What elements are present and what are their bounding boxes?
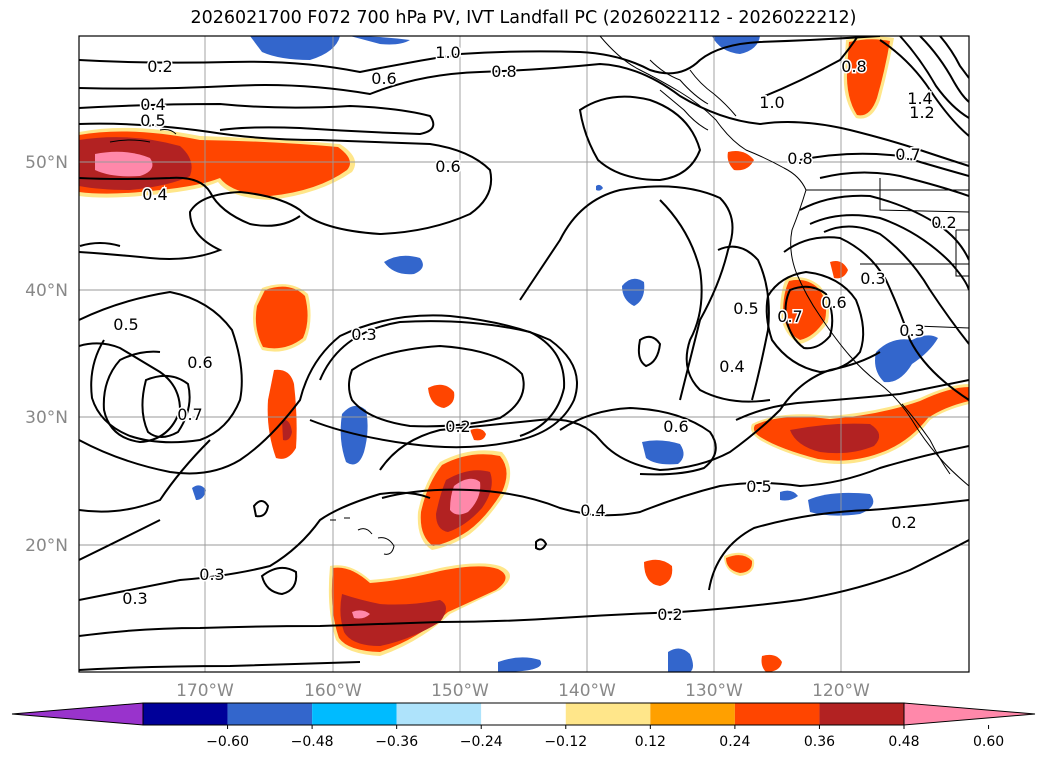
lon-label: 160°W	[304, 681, 362, 701]
colorbar-segment	[143, 703, 228, 725]
contour-label: 0.8	[491, 62, 516, 81]
contour-label: 0.2	[657, 605, 682, 624]
contour-label: 0.3	[351, 325, 376, 344]
positive-anomaly-california	[780, 261, 848, 344]
colorbar-segment	[312, 703, 397, 725]
positive-anomaly-f	[726, 555, 753, 573]
contour-label: 0.5	[113, 315, 138, 334]
lat-label: 40°N	[25, 281, 68, 301]
lat-label: 30°N	[25, 408, 68, 428]
contour-label: 0.4	[719, 357, 744, 376]
colorbar-extension-low	[11, 702, 144, 726]
contour-label: 0.8	[841, 57, 866, 76]
lon-label: 130°W	[685, 681, 743, 701]
contour-label: 1.0	[435, 43, 460, 62]
lat-label: 20°N	[25, 536, 68, 556]
latitude-axis: 50°N 40°N 30°N 20°N	[25, 153, 68, 556]
contour-label: 0.4	[142, 185, 167, 204]
colorbar-segment	[227, 703, 313, 725]
contour-label: 0.6	[663, 417, 688, 436]
colorbar-tick-label: 0.36	[804, 734, 835, 750]
positive-anomaly-d	[470, 428, 486, 441]
colorbar-segment	[734, 703, 820, 725]
contour-label: 0.3	[860, 269, 885, 288]
negative-anomalies	[192, 36, 938, 672]
contour-label: 0.8	[787, 149, 812, 168]
colorbar-extension-high	[903, 702, 1036, 726]
lat-label: 50°N	[25, 153, 68, 173]
contour-label: 0.4	[140, 95, 165, 114]
positive-anomaly-ne	[843, 36, 894, 119]
lon-label: 170°W	[176, 681, 234, 701]
contour-label: 0.3	[199, 565, 224, 584]
coastlines	[109, 36, 969, 555]
positive-anomaly-g	[761, 654, 782, 672]
contour-label: 0.7	[177, 405, 202, 424]
contour-label: 0.2	[445, 417, 470, 436]
positive-anomaly-south	[328, 563, 510, 656]
lon-label: 120°W	[812, 681, 870, 701]
contour-label: 0.3	[899, 321, 924, 340]
map-title: 2026021700 F072 700 hPa PV, IVT Landfall…	[190, 8, 857, 28]
colorbar-tick-label: 0.24	[719, 734, 750, 750]
colorbar-tick-label: −0.36	[375, 734, 418, 750]
positive-anomaly-e	[644, 559, 673, 586]
colorbar-segment	[565, 703, 651, 725]
positive-anomaly-h	[727, 151, 754, 171]
contour-label: 0.2	[891, 513, 916, 532]
colorbar-tick-label: −0.24	[460, 734, 503, 750]
contour-label: 0.6	[821, 293, 846, 312]
contour-label: 0.5	[746, 477, 771, 496]
contour-label: 0.6	[187, 353, 212, 372]
positive-anomaly-a	[253, 284, 311, 352]
colorbar-tick-label: 0.60	[973, 734, 1004, 750]
colorbar-tick-label: 0.48	[888, 734, 919, 750]
contour-label: 1.4	[907, 89, 932, 108]
positive-anomaly-b	[267, 369, 297, 459]
contour-label: 0.7	[895, 145, 920, 164]
colorbar-segment	[650, 703, 735, 725]
colorbar-tick-label: −0.60	[206, 734, 249, 750]
ivt-shading	[79, 36, 969, 672]
contour-label: 0.6	[371, 69, 396, 88]
lon-label: 140°W	[558, 681, 616, 701]
plot-frame	[78, 35, 970, 673]
contour-label: 0.5	[733, 299, 758, 318]
colorbar-segment	[396, 703, 482, 725]
contour-label: 0.7	[777, 307, 802, 326]
colorbar-segment	[819, 703, 904, 725]
pv-contours	[79, 36, 969, 671]
colorbar-segment	[481, 703, 566, 725]
contour-label: 0.6	[435, 157, 460, 176]
graticule	[79, 36, 969, 672]
colorbar-tick-label: −0.48	[291, 734, 334, 750]
positive-anomaly-c	[428, 384, 455, 408]
contour-label: 0.4	[580, 501, 605, 520]
contour-label: 0.2	[147, 57, 172, 76]
contour-label: 1.2	[909, 103, 934, 122]
lon-label: 150°W	[431, 681, 489, 701]
contour-label: 0.2	[931, 213, 956, 232]
positive-anomaly-nw	[79, 127, 356, 200]
contour-labels: 0.2 1.0 0.8 0.6 0.4 0.5 0.4 0.6 1.0 0.8 …	[112, 42, 958, 626]
colorbar-tick-label: −0.12	[544, 734, 587, 750]
colorbar-tick-label: 0.12	[635, 734, 666, 750]
colorbar-frame	[142, 702, 905, 726]
colorbar: −0.60 −0.48 −0.36 −0.24 −0.12 0.12 0.24 0.36 0.4…	[11, 702, 1036, 750]
positive-anomaly-se	[751, 384, 969, 464]
contour-label: 0.3	[122, 589, 147, 608]
contour-label: 1.0	[759, 93, 784, 112]
longitude-axis: 170°W 160°W 150°W 140°W 130°W 120°W	[176, 681, 870, 701]
contour-label: 0.5	[140, 111, 165, 130]
positive-anomaly-central	[417, 450, 511, 550]
